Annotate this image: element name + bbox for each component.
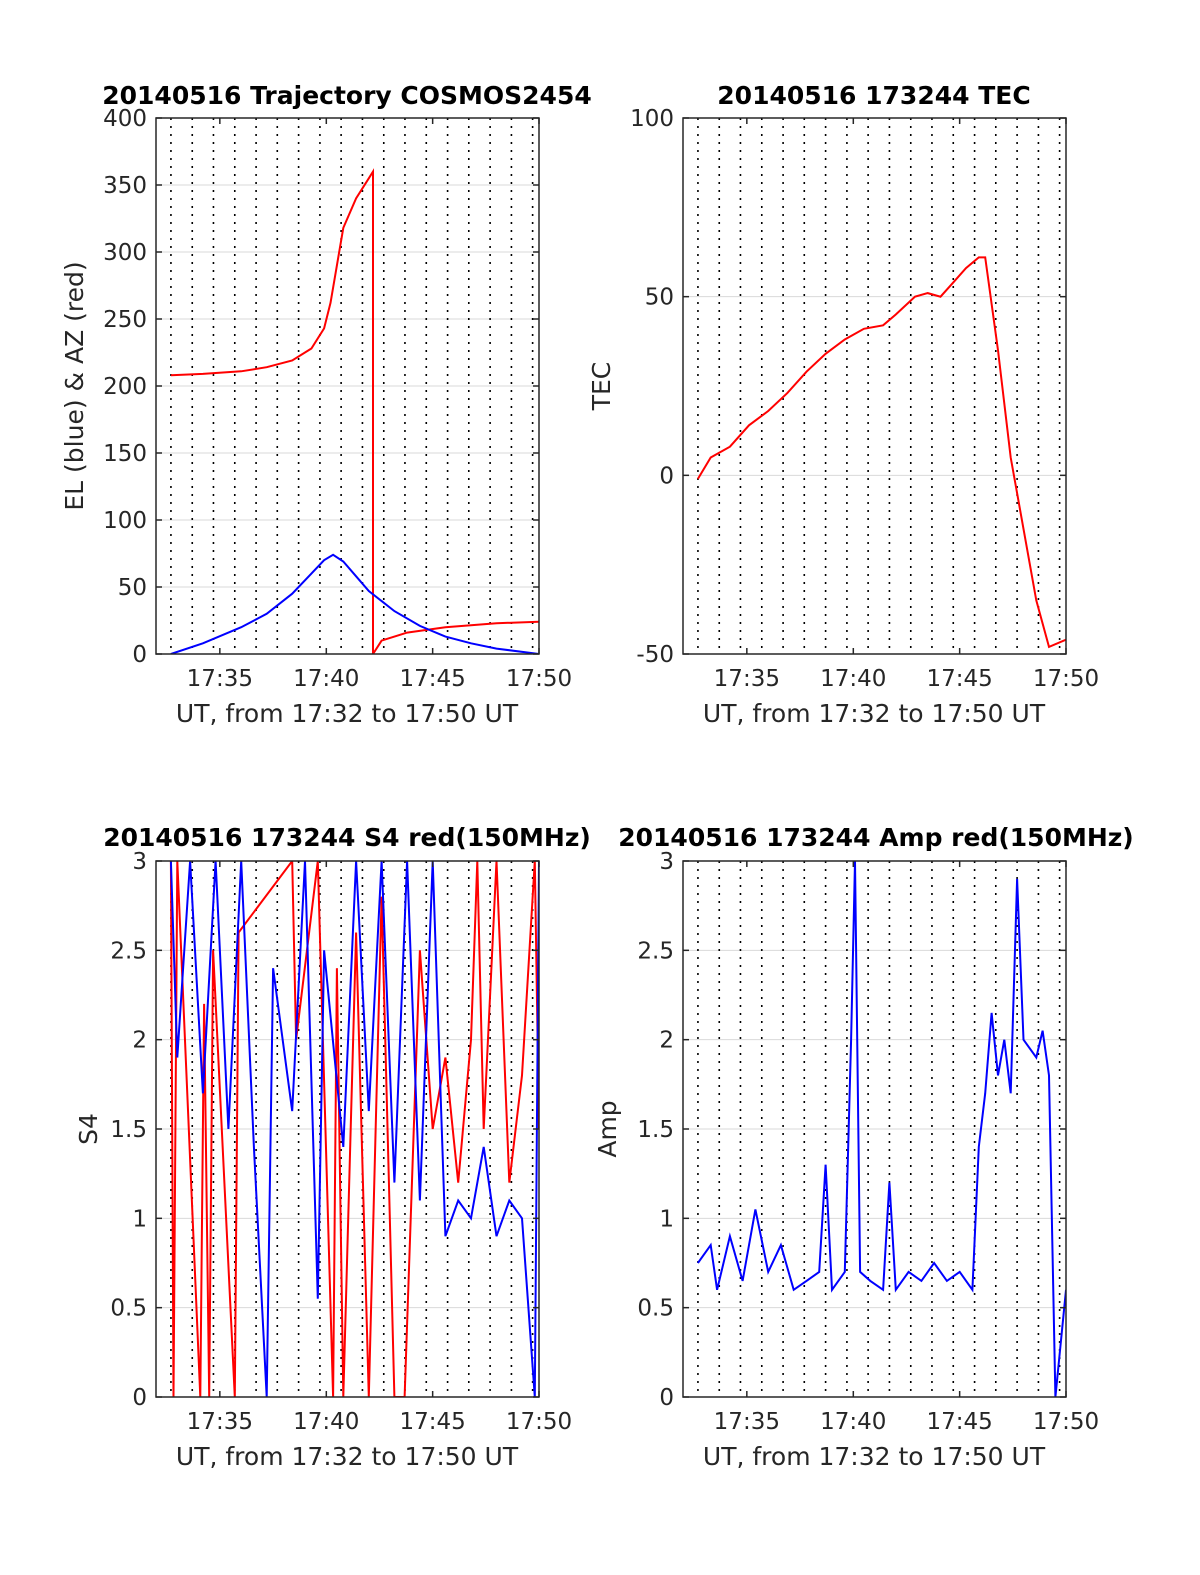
series-line-tec [697, 256, 1066, 649]
y-tick-label: 1 [659, 1206, 674, 1232]
y-tick-label: 2 [659, 1028, 674, 1054]
x-tick-label: 17:40 [820, 1409, 886, 1435]
series-line-el [170, 553, 539, 654]
chart-title: 20140516 173244 Amp red(150MHz) [618, 823, 1134, 852]
panel-tec: 20140516 173244 TEC TEC UT, from 17:32 t… [587, 81, 1046, 728]
x-tick-label: 17:50 [1033, 666, 1099, 692]
x-tick-label: 17:40 [293, 666, 359, 692]
x-tick-label: 17:45 [927, 666, 993, 692]
y-tick-label: 2 [132, 1028, 147, 1054]
y-tick-label: 100 [630, 106, 674, 132]
y-tick-label: 200 [103, 374, 147, 400]
y-tick-label: 3 [659, 849, 674, 875]
x-tick-label: 17:35 [187, 1409, 253, 1435]
chart-title: 20140516 173244 S4 red(150MHz) [103, 823, 591, 852]
x-tick-label: 17:50 [1033, 1409, 1099, 1435]
y-tick-label: 100 [103, 508, 147, 534]
panel-traj: 20140516 Trajectory COSMOS2454 EL (blue)… [60, 81, 592, 728]
plot-tec: -50 0 50 100 17:35 17:40 17:45 17:50 [630, 106, 1099, 692]
y-tick-label: 1 [132, 1206, 147, 1232]
x-tick-label: 17:50 [506, 1409, 572, 1435]
y-tick-label: 50 [118, 575, 147, 601]
plot-amp: 0 0.5 1 1.5 2 2.5 3 17:35 17:40 17:45 17:50 [637, 849, 1099, 1435]
x-axis-label: UT, from 17:32 to 17:50 UT [703, 1442, 1046, 1471]
chart-title: 20140516 173244 TEC [717, 81, 1030, 110]
x-tick-label: 17:45 [400, 666, 466, 692]
x-tick-label: 17:45 [400, 1409, 466, 1435]
y-tick-label: 0.5 [637, 1296, 674, 1322]
plot-traj: 0 50 100 150 200 250 300 350 400 17:35 17:40 17:45 1… [103, 106, 572, 692]
y-tick-label: 0.5 [110, 1296, 147, 1322]
y-tick-label: 1.5 [110, 1117, 147, 1143]
y-tick-label: 0 [659, 463, 674, 489]
y-tick-label: 2.5 [110, 938, 147, 964]
series-line-red [169, 861, 539, 1397]
chart-title: 20140516 Trajectory COSMOS2454 [102, 81, 592, 110]
x-axis-label: UT, from 17:32 to 17:50 UT [176, 1442, 519, 1471]
x-tick-label: 17:50 [506, 666, 572, 692]
y-tick-label: -50 [636, 642, 674, 668]
series-line-amp [697, 861, 1066, 1397]
x-tick-label: 17:40 [820, 666, 886, 692]
y-tick-label: 1.5 [637, 1117, 674, 1143]
y-tick-label: 3 [132, 849, 147, 875]
y-tick-label: 300 [103, 240, 147, 266]
y-tick-label: 50 [645, 285, 674, 311]
y-axis-label: S4 [74, 1113, 103, 1145]
x-tick-label: 17:40 [293, 1409, 359, 1435]
panel-amp: 20140516 173244 Amp red(150MHz) Amp UT, … [593, 823, 1134, 1471]
y-axis-label: Amp [593, 1100, 622, 1157]
x-tick-label: 17:35 [714, 1409, 780, 1435]
y-tick-label: 0 [132, 1385, 147, 1411]
x-axis-label: UT, from 17:32 to 17:50 UT [703, 699, 1046, 728]
y-tick-label: 400 [103, 106, 147, 132]
x-axis-label: UT, from 17:32 to 17:50 UT [176, 699, 519, 728]
x-tick-label: 17:45 [927, 1409, 993, 1435]
x-tick-label: 17:35 [714, 666, 780, 692]
y-tick-label: 0 [132, 642, 147, 668]
axes-box [682, 117, 1067, 655]
series-line-az [170, 168, 539, 654]
y-axis-label: TEC [587, 362, 616, 412]
y-tick-label: 350 [103, 173, 147, 199]
panel-s4: 20140516 173244 S4 red(150MHz) S4 UT, fr… [74, 823, 591, 1471]
series-line-blue [169, 861, 539, 1397]
y-tick-label: 2.5 [637, 938, 674, 964]
plot-s4: 0 0.5 1 1.5 2 2.5 3 17:35 17:40 17:45 17:50 [110, 849, 572, 1435]
y-axis-label: EL (blue) & AZ (red) [60, 261, 89, 510]
x-tick-label: 17:35 [187, 666, 253, 692]
y-tick-label: 150 [103, 441, 147, 467]
y-tick-label: 250 [103, 307, 147, 333]
y-tick-label: 0 [659, 1385, 674, 1411]
